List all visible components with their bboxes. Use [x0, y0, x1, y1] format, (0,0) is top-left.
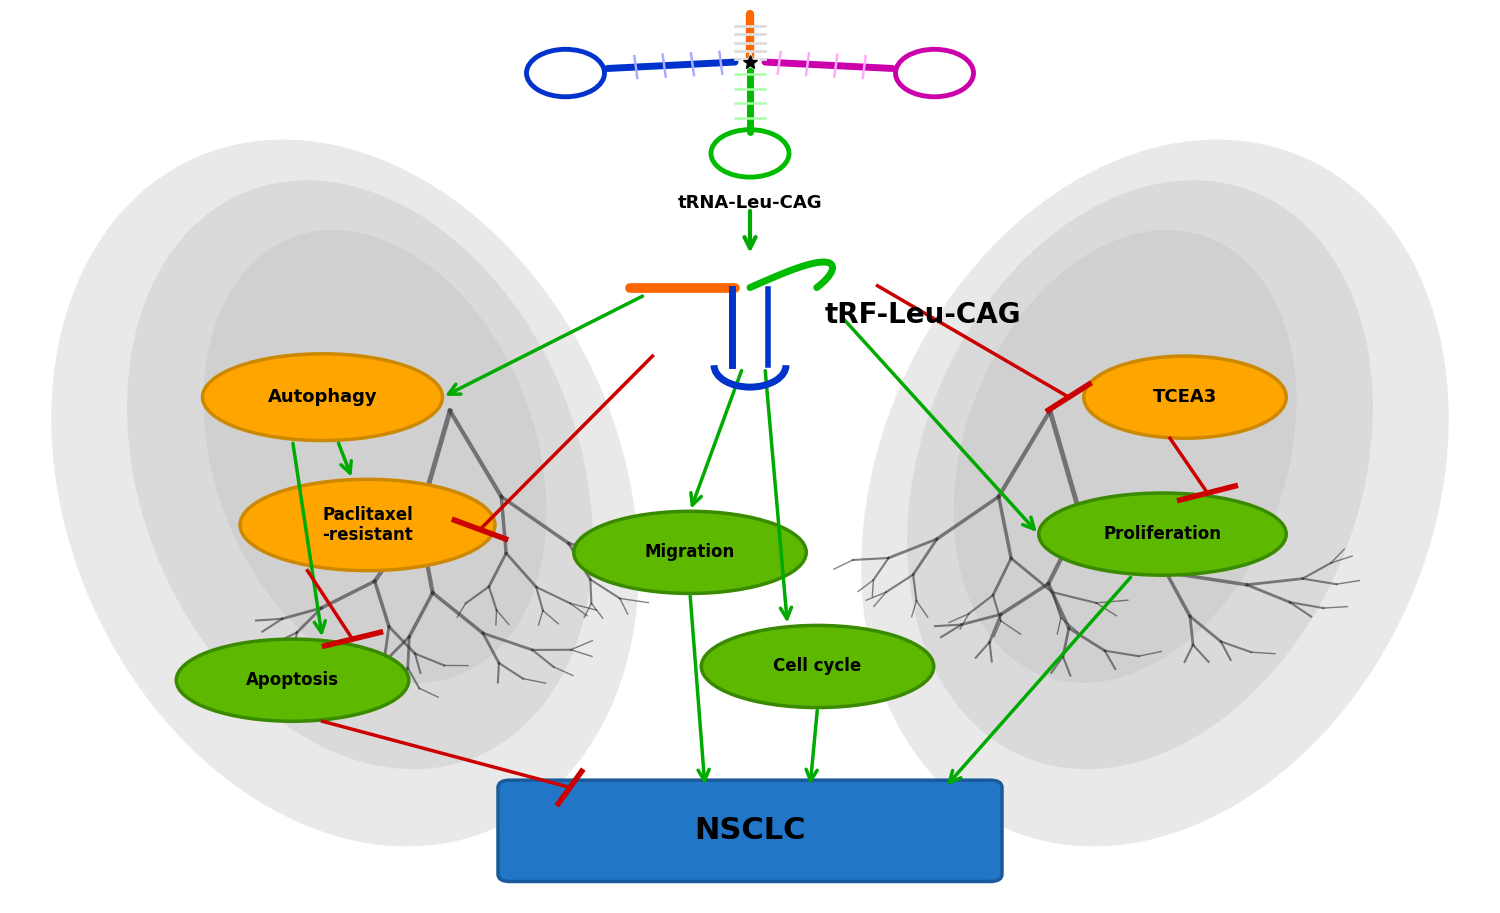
Ellipse shape [240, 479, 495, 571]
Text: TCEA3: TCEA3 [1154, 388, 1216, 406]
Ellipse shape [861, 140, 1449, 846]
Ellipse shape [202, 354, 442, 441]
Text: NSCLC: NSCLC [694, 816, 806, 845]
Ellipse shape [204, 230, 546, 683]
Text: Cell cycle: Cell cycle [774, 657, 861, 676]
Text: Proliferation: Proliferation [1104, 525, 1221, 543]
Text: Apoptosis: Apoptosis [246, 671, 339, 689]
Text: Autophagy: Autophagy [267, 388, 378, 406]
Ellipse shape [573, 511, 807, 593]
Ellipse shape [1038, 493, 1286, 575]
Ellipse shape [177, 639, 408, 721]
Ellipse shape [954, 230, 1296, 683]
Text: tRF-Leu-CAG: tRF-Leu-CAG [825, 301, 1022, 329]
Ellipse shape [702, 625, 933, 708]
Text: Migration: Migration [645, 543, 735, 561]
Ellipse shape [908, 180, 1372, 770]
Ellipse shape [51, 140, 639, 846]
Ellipse shape [1083, 356, 1286, 438]
Ellipse shape [128, 180, 592, 770]
Text: Paclitaxel
-resistant: Paclitaxel -resistant [322, 506, 413, 544]
Text: tRNA-Leu-CAG: tRNA-Leu-CAG [678, 194, 822, 212]
FancyBboxPatch shape [498, 780, 1002, 882]
